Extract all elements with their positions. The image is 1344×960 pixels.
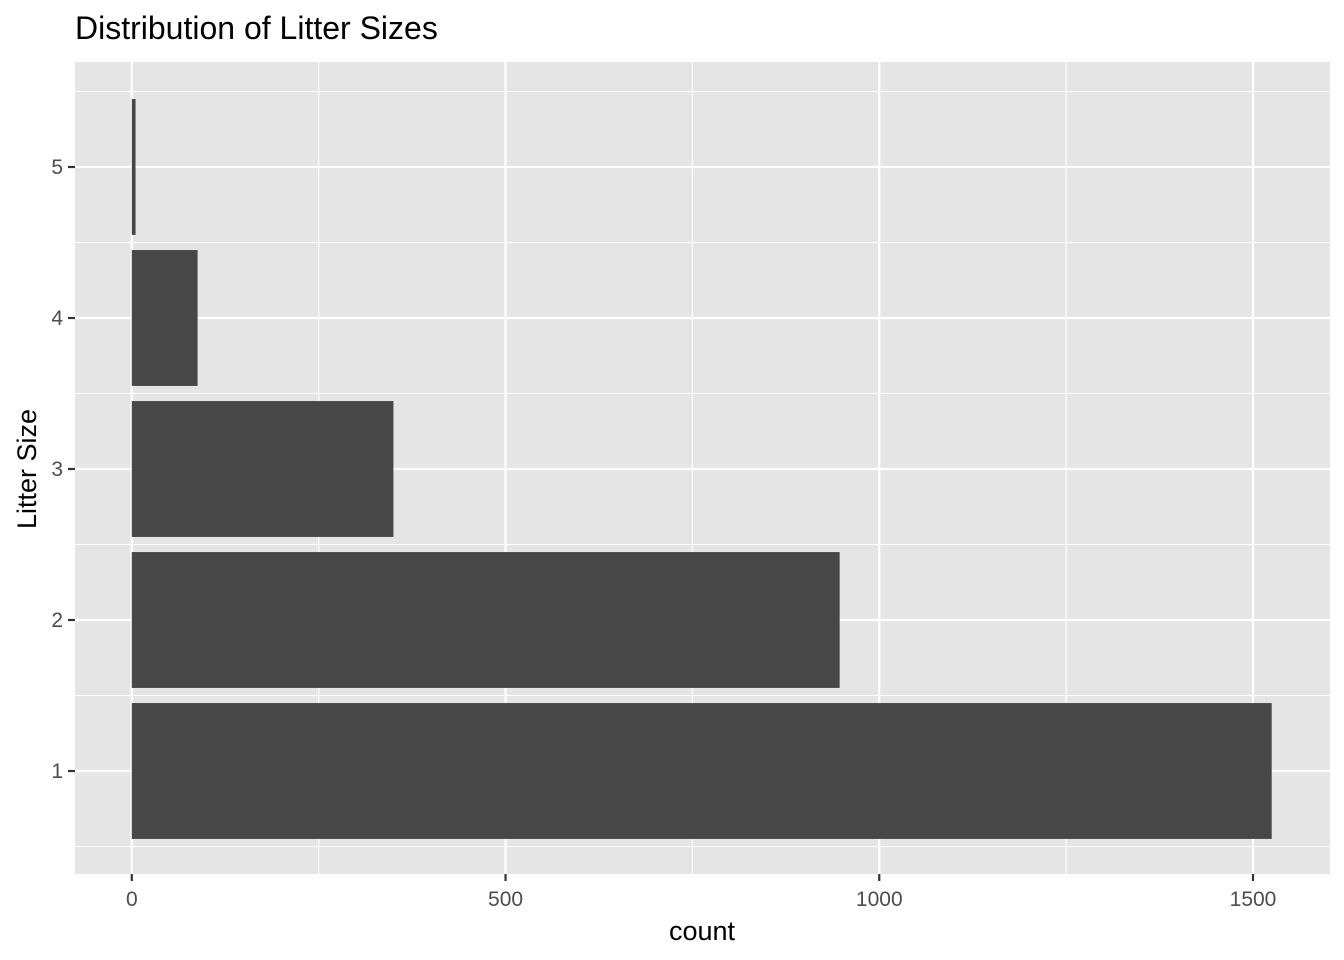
bar-litter-size-1 xyxy=(131,703,1272,839)
y-tick-label: 1 xyxy=(51,760,63,783)
bar-litter-size-4 xyxy=(131,250,198,386)
y-tick-label: 4 xyxy=(51,307,63,330)
x-tick-label: 1500 xyxy=(1230,888,1277,911)
x-tick-label: 0 xyxy=(126,888,138,911)
bar-litter-size-3 xyxy=(131,401,394,537)
x-tick-label: 1000 xyxy=(856,888,903,911)
x-axis: 0 500 1000 1500 xyxy=(126,874,1276,911)
y-tick-label: 3 xyxy=(51,458,63,481)
bar-litter-size-2 xyxy=(131,552,840,688)
bars xyxy=(131,99,1272,839)
x-axis-title: count xyxy=(669,916,736,946)
y-axis-title: Litter Size xyxy=(12,409,42,529)
x-tick-label: 500 xyxy=(488,888,523,911)
bar-litter-size-5 xyxy=(131,99,136,235)
y-tick-label: 5 xyxy=(51,156,63,179)
chart-title: Distribution of Litter Sizes xyxy=(75,10,438,46)
y-tick-label: 2 xyxy=(51,609,63,632)
y-axis: 1 2 3 4 5 xyxy=(51,156,75,783)
